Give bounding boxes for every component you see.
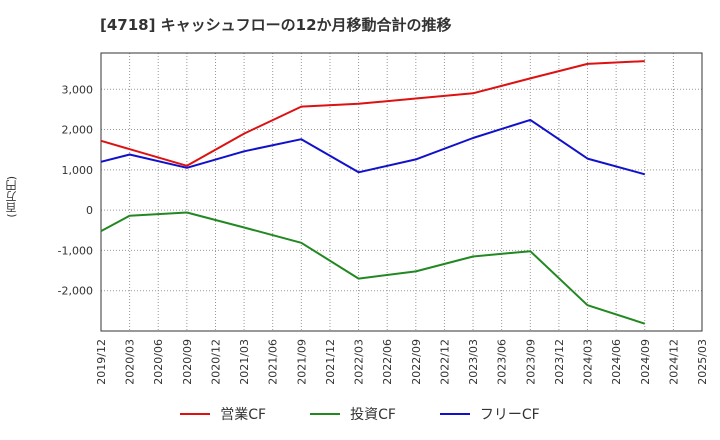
y-tick-label: 2,000: [62, 124, 94, 137]
plot-area: [101, 53, 702, 331]
x-tick-label: 2020/03: [124, 339, 137, 385]
x-tick-label: 2025/03: [696, 339, 709, 385]
x-tick-label: 2023/12: [553, 339, 566, 385]
x-tick-label: 2022/12: [438, 339, 451, 385]
legend-item-operating-cf: 営業CF: [180, 404, 266, 424]
x-tick-label: 2020/09: [181, 339, 194, 385]
legend-swatch-free-cf: [439, 413, 470, 415]
y-tick-label: 0: [86, 204, 93, 217]
x-tick-label: 2020/06: [152, 339, 165, 385]
x-tick-label: 2020/12: [209, 339, 222, 385]
legend-label-operating-cf: 営業CF: [220, 407, 267, 423]
x-tick-label: 2024/09: [639, 339, 652, 385]
x-tick-label: 2022/03: [353, 339, 366, 385]
y-tick-label: -1,000: [58, 244, 93, 257]
x-tick-label: 2024/06: [610, 339, 623, 385]
legend-swatch-investing-cf: [310, 413, 341, 415]
x-tick-label: 2024/03: [582, 339, 595, 385]
series-line-free-cf: [100, 118, 646, 176]
x-tick-label: 2022/09: [410, 339, 423, 385]
legend-label-free-cf: フリーCF: [479, 407, 540, 423]
x-tick-label: 2023/09: [524, 339, 537, 385]
series-line-investing-cf: [100, 211, 646, 325]
x-tick-label: 2021/12: [324, 339, 337, 385]
plot-frame: [100, 52, 703, 332]
x-tick-label: 2021/06: [267, 339, 280, 385]
y-tick-label: 3,000: [62, 83, 94, 96]
y-tick-label: 1,000: [62, 164, 94, 177]
y-tick-label: -2,000: [58, 285, 93, 298]
legend-item-investing-cf: 投資CF: [310, 404, 396, 424]
x-tick-label: 2022/06: [381, 339, 394, 385]
legend-item-free-cf: フリーCF: [439, 404, 540, 424]
legend-swatch-operating-cf: [180, 413, 211, 415]
x-tick-label: 2024/12: [667, 339, 680, 385]
legend-label-investing-cf: 投資CF: [350, 407, 396, 423]
series-line-operating-cf: [100, 60, 645, 167]
x-tick-label: 2021/09: [295, 339, 308, 385]
x-tick-label: 2021/03: [238, 339, 251, 385]
x-tick-label: 2019/12: [95, 339, 108, 385]
x-tick-label: 2023/06: [496, 339, 509, 385]
chart-title: [4718] キャッシュフローの12か月移動合計の推移: [100, 16, 452, 34]
x-tick-label: 2023/03: [467, 339, 480, 385]
chart-legend: 営業CF 投資CF フリーCF: [0, 404, 720, 424]
